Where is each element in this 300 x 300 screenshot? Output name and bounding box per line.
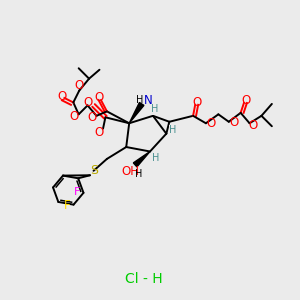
Text: O: O [69, 110, 79, 123]
Text: H: H [152, 153, 159, 163]
Text: S: S [90, 164, 98, 177]
Text: O: O [87, 111, 97, 124]
Text: O: O [241, 94, 250, 106]
Text: O: O [94, 126, 104, 139]
Text: H: H [135, 169, 142, 179]
Text: H: H [169, 125, 177, 135]
Text: F: F [64, 199, 70, 212]
Text: H: H [136, 95, 143, 105]
Text: O: O [84, 96, 93, 109]
Polygon shape [133, 152, 150, 167]
Text: Cl - H: Cl - H [125, 272, 163, 286]
Text: O: O [249, 119, 258, 132]
Text: N: N [144, 94, 153, 107]
Text: OH: OH [122, 165, 140, 178]
Text: O: O [94, 92, 104, 104]
Polygon shape [129, 103, 144, 123]
Text: H: H [151, 104, 158, 114]
Text: F: F [74, 187, 80, 197]
Text: O: O [206, 117, 216, 130]
Text: O: O [75, 79, 84, 92]
Text: O: O [192, 96, 202, 109]
Text: O: O [58, 90, 67, 103]
Text: O: O [229, 116, 239, 129]
